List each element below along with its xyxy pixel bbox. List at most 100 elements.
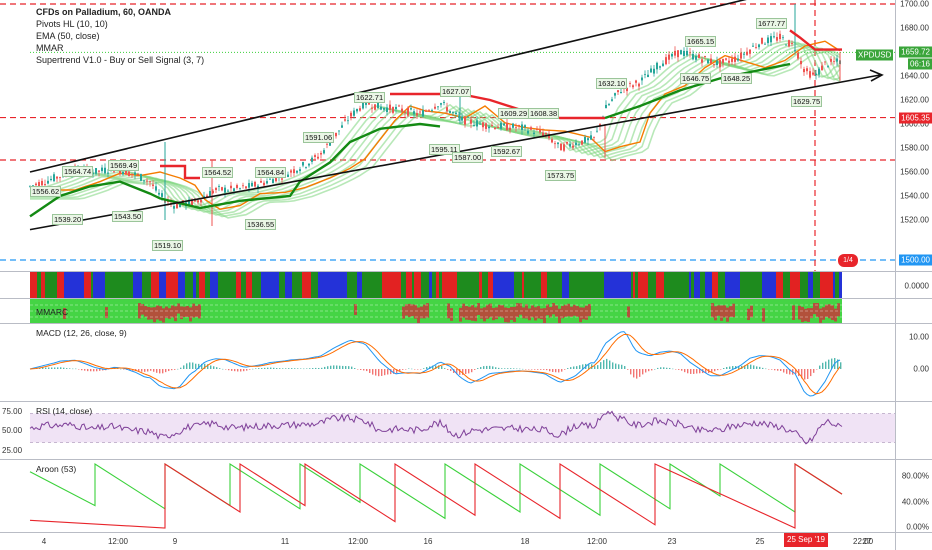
candle-body: [443, 101, 445, 103]
macd-histogram-bar: [480, 367, 482, 369]
macd-histogram-bar: [264, 367, 266, 369]
time-label: 11: [280, 537, 290, 546]
candle-body: [161, 193, 163, 197]
macd-histogram-bar: [534, 369, 536, 370]
macd-histogram-bar: [465, 369, 467, 374]
macd-histogram-bar: [759, 366, 761, 369]
mmar-bar: [63, 308, 66, 319]
candle-body: [356, 108, 358, 112]
macd-histogram-bar: [738, 366, 740, 369]
macd-histogram-bar: [297, 368, 299, 369]
strip-segment: [635, 272, 638, 298]
mmar-bar: [729, 306, 732, 318]
strip-segment: [241, 272, 246, 298]
mmar-bar: [138, 303, 141, 319]
macd-histogram-bar: [258, 368, 260, 369]
candle-body: [671, 53, 673, 57]
macd-histogram-bar: [540, 369, 542, 370]
price-chart[interactable]: [0, 0, 895, 271]
candle-body: [341, 125, 343, 128]
candle-body: [590, 135, 592, 140]
candle-body: [203, 196, 205, 197]
candle-body: [44, 184, 46, 186]
macd-histogram-bar: [747, 364, 749, 369]
candle-body: [524, 125, 526, 128]
candle-body: [587, 138, 589, 141]
macd-histogram-bar: [483, 366, 485, 369]
macd-histogram-bar: [243, 369, 245, 372]
macd-histogram-bar: [603, 360, 605, 369]
legend-title[interactable]: CFDs on Palladium, 60, OANDA: [36, 7, 172, 17]
macd-histogram-bar: [144, 369, 146, 372]
pivot-label: 1564.84: [255, 167, 287, 178]
macd-histogram-bar: [630, 369, 632, 375]
macd-histogram-bar: [57, 367, 59, 369]
channel-arrow-head: [869, 69, 884, 82]
mmar-bar: [150, 307, 153, 320]
strip-segment: [604, 272, 611, 298]
macd-histogram-bar: [516, 368, 518, 370]
candle-body: [272, 179, 274, 184]
price-axis[interactable]: XPDUSD 1700.001680.001660.001640.001620.…: [856, 0, 932, 271]
mmar-bar: [474, 307, 477, 322]
mmar-bar: [513, 306, 516, 322]
mmar-bar: [411, 304, 414, 317]
candle-body: [764, 43, 766, 45]
aroon-pane[interactable]: Aroon (53) 80.00% 40.00% 0.00%: [0, 460, 932, 533]
strip-segment: [159, 272, 166, 298]
macd-histogram-bar: [426, 367, 428, 369]
candle-body: [218, 186, 220, 187]
alert-badge-icon[interactable]: 1/4: [838, 254, 858, 267]
signal-strip-pane[interactable]: 0.0000: [0, 272, 932, 299]
strip-segment: [700, 272, 705, 298]
mmar-bar: [807, 308, 810, 322]
candle-body: [293, 169, 295, 174]
price-pane[interactable]: CFDs on Palladium, 60, OANDA Pivots HL (…: [0, 0, 932, 272]
mmar-bar: [354, 304, 357, 315]
macd-histogram-bar: [195, 363, 197, 369]
candle-body: [539, 129, 541, 133]
macd-histogram-bar: [807, 369, 809, 379]
macd-histogram-bar: [171, 369, 173, 371]
candle-body: [815, 73, 817, 76]
candle-body: [236, 185, 238, 189]
macd-pane[interactable]: MACD (12, 26, close, 9) 10.00 0.00: [0, 324, 932, 402]
macd-histogram-bar: [432, 365, 434, 369]
macd-histogram-bar: [273, 367, 275, 369]
candle-body: [584, 136, 586, 143]
macd-axis: 10.00 0.00: [895, 324, 932, 401]
macd-histogram-bar: [240, 369, 242, 372]
macd-histogram-bar: [624, 366, 626, 369]
candle-body: [437, 106, 439, 108]
legend-pivots[interactable]: Pivots HL (10, 10): [36, 19, 108, 29]
time-axis[interactable]: 4 12:00 9 11 12:00 16 18 12:00 23 25 27: [0, 533, 895, 550]
candle-body: [179, 204, 181, 208]
candle-body: [791, 43, 793, 44]
candle-body: [98, 170, 100, 172]
mmar-bar: [501, 305, 504, 318]
legend-supertrend[interactable]: Supertrend V1.0 - Buy or Sell Signal (3,…: [36, 55, 205, 65]
legend-mmar[interactable]: MMAR: [36, 43, 64, 53]
strip-segment: [193, 272, 196, 298]
strip-segment: [412, 272, 414, 298]
strip-segment: [261, 272, 271, 298]
macd-histogram-bar: [438, 365, 440, 369]
macd-histogram-bar: [687, 369, 689, 374]
mmar-pane[interactable]: MMARC: [0, 299, 932, 324]
candle-body: [773, 36, 775, 38]
mmar-bar: [567, 303, 570, 317]
macd-histogram-bar: [606, 358, 608, 369]
mmar-bar: [720, 305, 723, 321]
pivot-label: 1564.74: [62, 166, 94, 177]
mmar-bar: [186, 306, 189, 317]
candle-body: [506, 122, 508, 131]
mmar-bar: [582, 307, 585, 320]
candle-body: [743, 53, 745, 55]
candle-body: [401, 108, 403, 112]
strip-segment: [142, 272, 151, 298]
macd-histogram-bar: [486, 365, 488, 369]
strip-segment: [511, 272, 514, 298]
strip-segment: [685, 272, 689, 298]
legend-ema[interactable]: EMA (50, close): [36, 31, 100, 41]
rsi-pane[interactable]: RSI (14, close) 75.00 50.00 25.00: [0, 402, 932, 460]
